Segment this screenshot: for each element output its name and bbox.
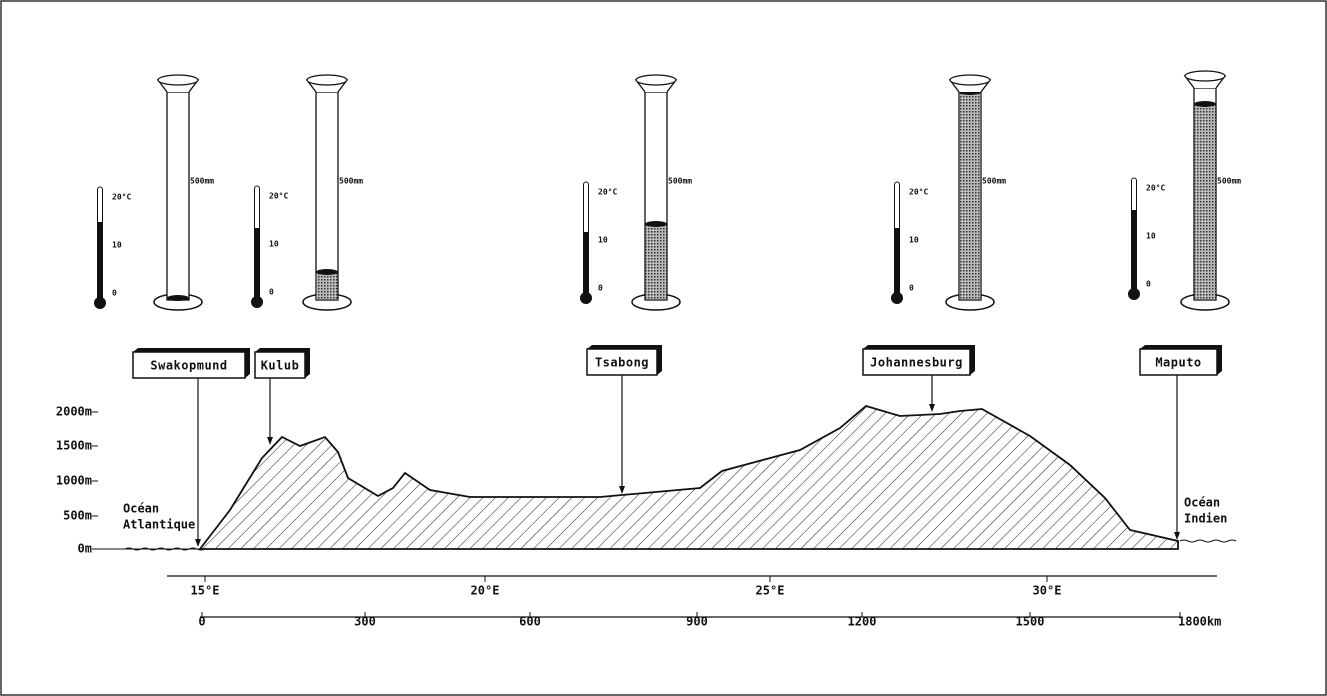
gauge-tube <box>315 91 339 301</box>
elevation-profile <box>198 404 1179 550</box>
thermo-max: 20°C <box>269 192 288 201</box>
box-shadow <box>1140 345 1222 375</box>
gauge-label: 500mm <box>190 177 214 186</box>
distance-label: 0 <box>198 615 205 629</box>
ocean-label: Océan <box>1184 496 1220 510</box>
gauge-rim <box>635 74 677 86</box>
gauge-meniscus <box>1194 101 1216 107</box>
distance-label: 900 <box>686 615 708 629</box>
gauge-water <box>1193 103 1217 301</box>
thermo-mid: 10 <box>112 241 122 250</box>
gauge-rim <box>1184 70 1226 82</box>
elevation-label: 2000m <box>56 405 92 419</box>
water-east <box>1179 539 1237 543</box>
gauge-meniscus <box>167 295 189 301</box>
gauge-label: 500mm <box>1217 177 1241 186</box>
thermo-level <box>894 228 900 296</box>
longitude-label: 25°E <box>756 584 785 598</box>
station-name: Maputo <box>1155 356 1201 370</box>
distance-label: 1800km <box>1178 615 1221 629</box>
ocean-label: Atlantique <box>123 518 195 532</box>
thermo-bulb <box>1128 288 1140 300</box>
elevation-label: 500m <box>63 509 92 523</box>
box-shadow <box>133 348 250 378</box>
gauge-meniscus <box>645 221 667 227</box>
box-shadow <box>587 345 662 375</box>
arrow-head <box>619 486 625 494</box>
thermo-bulb <box>94 297 106 309</box>
station-name: Kulub <box>261 359 300 373</box>
thermo-mid: 10 <box>1146 232 1156 241</box>
arrow-head <box>267 437 273 445</box>
station-name: Johannesburg <box>870 356 963 370</box>
thermo-max: 20°C <box>909 188 928 197</box>
station-name: Tsabong <box>595 356 649 370</box>
gauge-rim <box>157 74 199 86</box>
gauge-label: 500mm <box>982 177 1006 186</box>
thermo-mid: 10 <box>598 236 608 245</box>
longitude-label: 20°E <box>471 584 500 598</box>
station-box <box>862 348 971 376</box>
thermo-max: 20°C <box>598 188 617 197</box>
thermo-max: 20°C <box>1146 184 1165 193</box>
thermo-min: 0 <box>909 284 914 293</box>
arrow-head <box>1174 532 1180 540</box>
longitude-label: 30°E <box>1033 584 1062 598</box>
gauge-rim <box>949 74 991 86</box>
thermo-mid: 10 <box>269 240 279 249</box>
thermo-min: 0 <box>598 284 603 293</box>
thermo-level <box>254 228 260 300</box>
thermo-bulb <box>891 292 903 304</box>
ocean-label: Indien <box>1184 512 1227 526</box>
thermo-min: 0 <box>112 289 117 298</box>
station-box <box>586 348 658 376</box>
gauge-label: 500mm <box>339 177 363 186</box>
thermo-min: 0 <box>269 288 274 297</box>
station-box <box>254 351 306 379</box>
thermo-level <box>1131 210 1137 292</box>
gauge-rim <box>306 74 348 86</box>
distance-label: 300 <box>354 615 376 629</box>
gauge-meniscus <box>316 269 338 275</box>
ocean-label: Océan <box>123 502 159 516</box>
distance-label: 600 <box>519 615 541 629</box>
gauge-water <box>315 271 339 301</box>
thermo-level <box>583 232 589 296</box>
gauge-label: 500mm <box>668 177 692 186</box>
thermo-min: 0 <box>1146 280 1151 289</box>
distance-label: 1200 <box>848 615 877 629</box>
gauge-water <box>644 223 668 301</box>
distance-label: 1500 <box>1016 615 1045 629</box>
gauge-tube <box>166 91 190 301</box>
thermo-level <box>97 222 103 301</box>
thermo-bulb <box>251 296 263 308</box>
box-shadow <box>863 345 975 375</box>
thermo-mid: 10 <box>909 236 919 245</box>
arrow-head <box>195 539 201 547</box>
station-box <box>132 351 246 379</box>
box-shadow <box>255 348 310 378</box>
gauge-water <box>958 91 982 301</box>
elevation-label: 1500m <box>56 439 92 453</box>
station-box <box>1139 348 1218 376</box>
thermo-bulb <box>580 292 592 304</box>
station-name: Swakopmund <box>150 359 227 373</box>
elevation-label: 0m <box>78 542 92 556</box>
thermo-max: 20°C <box>112 193 131 202</box>
elevation-label: 1000m <box>56 474 92 488</box>
arrow-head <box>929 404 935 412</box>
longitude-label: 15°E <box>191 584 220 598</box>
